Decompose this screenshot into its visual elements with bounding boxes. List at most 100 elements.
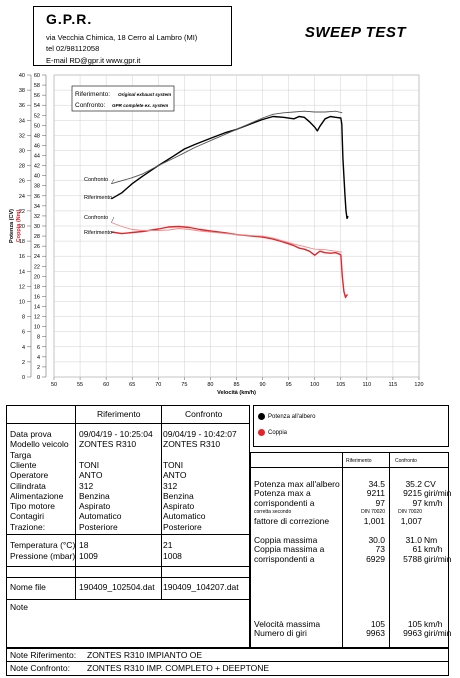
torque-tick-label: 36 [34, 194, 40, 200]
env-row-cmp: 21 [163, 540, 173, 550]
chart-legend-cmp-label: Confronto: [75, 102, 106, 109]
x-tick-label: 80 [207, 382, 213, 388]
torque-tick-label: 4 [37, 355, 40, 361]
results-table: Riferimento Confronto Potenza max all'al… [250, 452, 452, 648]
torque-tick-label: 44 [34, 154, 40, 160]
legend-box: Potenza all'albero Coppia [253, 405, 449, 447]
result-unit: km/h [424, 544, 443, 555]
result-unit: giri/min [424, 488, 452, 499]
company-phone: tel 02/98112058 [46, 44, 100, 53]
legend-torque-swatch [258, 429, 265, 436]
power-tick-label: 24 [19, 194, 25, 200]
torque-tick-label: 60 [34, 73, 40, 79]
label-power-ref-leader [111, 196, 115, 199]
result-cmp: 105 [407, 619, 422, 629]
torque-tick-label: 18 [34, 284, 40, 290]
torque-tick-label: 26 [34, 244, 40, 250]
torque-tick-label: 52 [34, 113, 40, 119]
env-row-cmp: 1008 [163, 551, 182, 561]
power-tick-label: 26 [19, 179, 25, 185]
x-tick-label: 75 [181, 382, 187, 388]
power-axis-title: Potenza (CV) [9, 209, 15, 243]
notes-box: Note Riferimento: ZONTES R310 IMPIANTO O… [6, 648, 449, 676]
power-tick-label: 32 [19, 133, 25, 139]
power-tick-label: 6 [22, 330, 25, 336]
x-tick-label: 65 [129, 382, 135, 388]
factor-label: fattore di correzione [254, 516, 330, 526]
torque-tick-label: 30 [34, 224, 40, 230]
x-tick-label: 85 [233, 382, 239, 388]
torque-tick-label: 48 [34, 133, 40, 139]
result-ref: 9963 [366, 628, 385, 639]
correction-cmp: DIN 70020 [398, 509, 422, 515]
result-unit: giri/min [424, 628, 452, 639]
company-header: G.P.R. via Vecchia Chimica, 18 Cerro al … [33, 6, 232, 66]
result-label: Coppia massima a [254, 544, 325, 555]
legend-power-swatch [258, 413, 265, 420]
info-row-ref: Posteriore [79, 521, 118, 532]
label-torque-cmp: Confronto [84, 215, 108, 221]
file-cmp: 190409_104207.dat [163, 582, 239, 592]
info-row-label: Tipo motore [10, 501, 56, 512]
torque-tick-label: 10 [34, 325, 40, 331]
torque-tick-label: 42 [34, 164, 40, 170]
torque-tick-label: 22 [34, 264, 40, 270]
company-address: via Vecchia Chimica, 18 Cerro al Lambro … [46, 33, 198, 42]
torque-tick-label: 32 [34, 214, 40, 220]
result-ref: 34.5 [368, 479, 385, 489]
power-tick-label: 38 [19, 88, 25, 94]
x-axis-title: Velocità (km/h) [217, 390, 256, 396]
series-line-torque-ref [111, 225, 349, 299]
result-ref: 73 [375, 544, 385, 555]
result-ref: 97 [375, 497, 385, 508]
power-tick-label: 36 [19, 103, 25, 109]
power-tick-label: 8 [22, 315, 25, 321]
torque-tick-label: 24 [34, 254, 40, 260]
result-unit: km/h [424, 497, 443, 508]
company-contact: E-mail RD@gpr.it www.gpr.it [46, 56, 141, 65]
info-row-ref: TONI [79, 459, 100, 470]
torque-tick-label: 54 [34, 103, 40, 109]
result-label: Coppia massima [254, 535, 318, 545]
torque-tick-label: 40 [34, 174, 40, 180]
result-unit: Nm [424, 535, 438, 545]
result-label: Potenza max all'albero [254, 479, 340, 489]
company-brand: G.P.R. [46, 11, 93, 27]
power-tick-label: 34 [19, 118, 25, 124]
info-row-ref: Automatico [79, 511, 122, 522]
legend-torque-label: Coppia [268, 430, 288, 436]
env-row-label: Pressione (mbar) [10, 551, 76, 561]
note-ref-label: Note Riferimento: [10, 650, 77, 660]
env-row-label: Temperatura (°C) [10, 540, 76, 550]
torque-tick-label: 58 [34, 83, 40, 89]
result-label: corrispondenti a [254, 497, 315, 508]
x-tick-label: 120 [414, 382, 423, 388]
torque-axis-title: Coppia (Nm) [16, 209, 22, 242]
factor-ref: 1,001 [363, 516, 385, 526]
result-unit: CV [424, 479, 436, 489]
result-ref: 30.0 [368, 535, 385, 545]
torque-tick-label: 28 [34, 234, 40, 240]
label-torque-ref: Riferimento [84, 230, 112, 236]
result-unit: km/h [424, 619, 443, 629]
chart-legend-ref-value: Original exhaust system [118, 92, 171, 97]
info-col-ref: Riferimento [97, 409, 141, 419]
x-tick-label: 70 [155, 382, 161, 388]
power-tick-label: 40 [19, 73, 25, 79]
result-ref: 6929 [366, 553, 385, 564]
torque-tick-label: 50 [34, 123, 40, 129]
x-tick-label: 50 [51, 382, 57, 388]
note-ref-value: ZONTES R310 IMPIANTO OE [87, 650, 203, 660]
info-row-label: Operatore [10, 470, 49, 481]
torque-tick-label: 16 [34, 294, 40, 300]
info-row-label: Cilindrata [10, 480, 46, 491]
info-row-label: Targa [10, 449, 32, 460]
series-line-torque-cmp [111, 222, 343, 253]
info-row-cmp: Aspirato [163, 501, 195, 512]
correction-label: corretta secondo [254, 509, 292, 515]
test-title: SWEEP TEST [304, 24, 406, 41]
result-ref: 105 [370, 619, 385, 629]
info-row-ref: 09/04/19 - 10:25:04 [79, 429, 153, 439]
power-tick-label: 18 [19, 239, 25, 245]
x-tick-label: 100 [310, 382, 319, 388]
